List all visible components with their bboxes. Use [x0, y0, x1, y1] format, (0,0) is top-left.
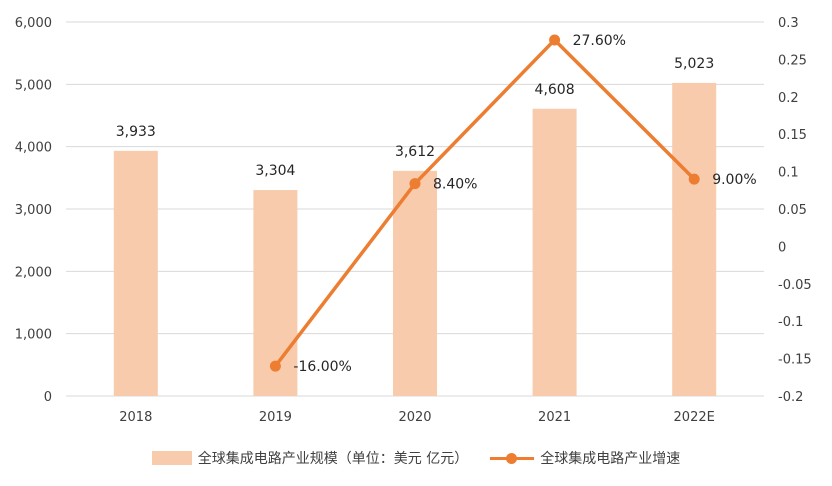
y-right-tick-label: 0.3 — [778, 16, 799, 31]
y-right-tick-label: -0.15 — [778, 353, 812, 368]
growth-point — [688, 173, 700, 185]
y-left-tick-label: 1,000 — [15, 328, 52, 343]
y-right-tick-label: 0.15 — [778, 128, 807, 143]
growth-value-label: 27.60% — [573, 33, 626, 49]
bar-value-label: 4,608 — [535, 82, 575, 98]
x-tick-label: 2021 — [538, 410, 571, 425]
legend-label-bar: 全球集成电路产业规模（单位：美元 亿元） — [197, 451, 469, 467]
growth-line — [273, 38, 696, 368]
legend-item-line: 全球集成电路产业增速 — [490, 448, 680, 468]
growth-value-label: 8.40% — [433, 177, 477, 193]
legend-swatch-bar — [151, 451, 192, 465]
y-right-tick-label: 0.2 — [778, 91, 799, 106]
bar-value-label: 5,023 — [674, 56, 714, 72]
bar — [672, 82, 717, 397]
x-tick-label: 2022E — [674, 410, 715, 425]
growth-point — [549, 34, 561, 46]
bar — [532, 108, 577, 396]
x-tick-label: 2020 — [398, 410, 431, 425]
growth-value-label: 9.00% — [712, 172, 756, 188]
bar-value-label: 3,933 — [116, 124, 156, 140]
legend-item-bar: 全球集成电路产业规模（单位：美元 亿元） — [151, 448, 469, 468]
y-left-tick-label: 4,000 — [15, 141, 52, 156]
y-right-tick-label: -0.05 — [778, 278, 812, 293]
growth-point — [269, 360, 281, 372]
bar-value-label: 3,304 — [255, 163, 295, 179]
y-right-tick-label: 0.1 — [778, 166, 799, 181]
y-left-tick-label: 5,000 — [15, 78, 52, 93]
bar — [113, 150, 158, 396]
y-left-tick-label: 3,000 — [15, 203, 52, 218]
legend: 全球集成电路产业规模（单位：美元 亿元） 全球集成电路产业增速 — [0, 443, 832, 473]
x-tick-label: 2019 — [259, 410, 292, 425]
data-labels: 3,933 3,304 3,612 4,608 5,023 -16.00% 8.40% 27.… — [116, 33, 757, 375]
y-right-tick-label: 0 — [778, 240, 786, 255]
y-right-tick-label: -0.2 — [778, 390, 803, 405]
y-right-tick-label: 0.25 — [778, 53, 807, 68]
bar — [393, 170, 437, 396]
x-tick-label: 2018 — [119, 410, 152, 425]
line-series — [269, 34, 700, 372]
y-right-tick-label: 0.05 — [778, 203, 807, 218]
bar-value-label: 3,612 — [395, 144, 435, 160]
legend-swatch-line — [490, 451, 535, 465]
y-left-tick-label: 6,000 — [15, 16, 52, 31]
y-left-tick-label: 2,000 — [15, 265, 52, 280]
y-right-tick-label: -0.1 — [778, 315, 803, 330]
growth-value-label: -16.00% — [293, 359, 351, 375]
growth-point — [409, 178, 421, 190]
legend-label-line: 全球集成电路产业增速 — [540, 451, 681, 467]
axes: 01,0002,0003,0004,0005,0006,000-0.2-0.15… — [15, 16, 812, 425]
bar-series — [113, 82, 717, 397]
y-left-tick-label: 0 — [44, 390, 52, 405]
